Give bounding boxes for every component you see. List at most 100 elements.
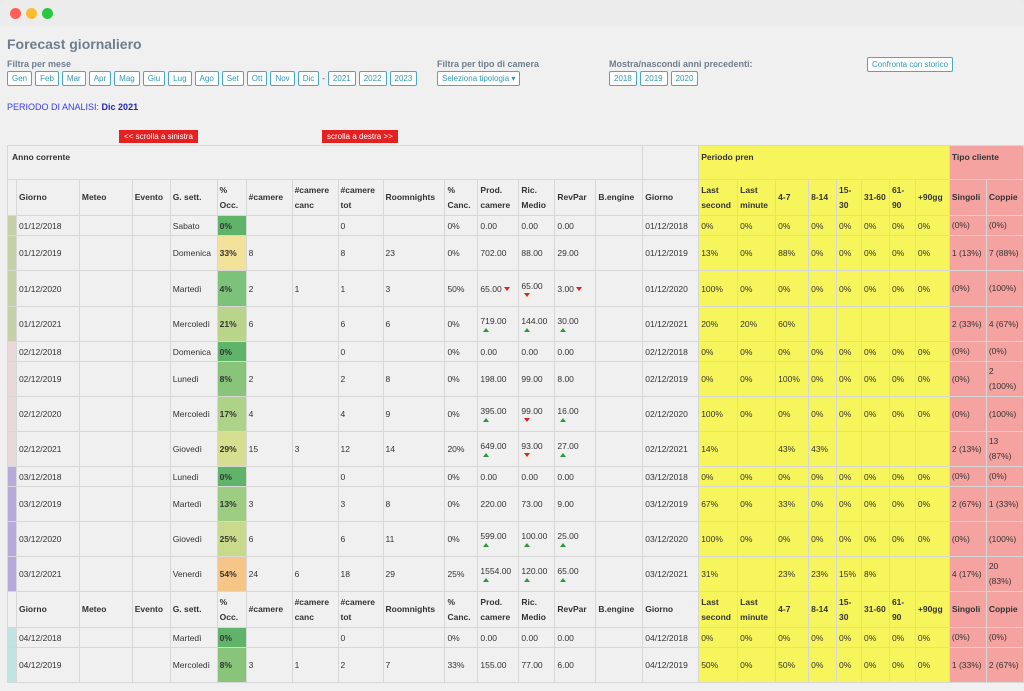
cell-weekday: Martedì xyxy=(169,627,218,648)
month-button-nov[interactable]: Nov xyxy=(270,71,295,86)
column-header-61-90: 61-90 xyxy=(888,591,916,628)
cell-rooms xyxy=(245,341,293,362)
year-button-2021[interactable]: 2021 xyxy=(327,71,356,86)
compare-history-button[interactable]: Confronta con storico xyxy=(867,57,954,72)
table-row[interactable]: 02/12/2018 Domenica 0% 0 0% 0.00 0.00 0.00 02/12… xyxy=(7,341,1024,362)
cell-couples: (100%) xyxy=(985,270,1024,307)
month-button-ago[interactable]: Ago xyxy=(194,71,219,86)
cell-rooms xyxy=(245,466,293,487)
cell-rooms-total: 6 xyxy=(337,306,384,342)
cell-4-7: 43% xyxy=(775,431,810,467)
cell-occupancy: 17% xyxy=(216,396,247,432)
cell-room-production-value: 599.00 xyxy=(480,531,507,541)
cell-cancel-percent: 25% xyxy=(444,556,479,592)
table-row[interactable]: 01/12/2018 Sabato 0% 0 0% 0.00 0.00 0.00 01/12/2… xyxy=(7,215,1024,236)
table-row[interactable]: 01/12/2020 Martedì 4% 2 1 1 3 50% 65.00 65.00 3.00… xyxy=(7,270,1024,307)
room-type-select[interactable]: Seleziona tipologia ▾ xyxy=(437,71,521,86)
cell-revpar-value: 0.00 xyxy=(557,220,574,231)
cell-weekday: Domenica xyxy=(169,235,218,271)
table-row[interactable]: 01/12/2021 Mercoledì 21% 6 6 6 0% 719.00 144.00 3… xyxy=(7,306,1024,342)
cell-15-30: 0% xyxy=(836,521,863,557)
analysis-period-value: Dic 2021 xyxy=(101,102,139,112)
month-button-dic[interactable]: Dic xyxy=(297,71,320,86)
cell-event xyxy=(131,235,171,271)
month-button-feb[interactable]: Feb xyxy=(35,71,59,86)
cell-room-production: 0.00 xyxy=(477,341,520,362)
table-row[interactable]: 04/12/2019 Mercoledì 8% 3 1 2 7 33% 155.00 77.00 6… xyxy=(7,647,1024,683)
cell-rooms-cancelled xyxy=(291,396,339,432)
month-button-set[interactable]: Set xyxy=(221,71,244,86)
cell-last-minute: 0% xyxy=(737,647,777,683)
cell-15-30: 0% xyxy=(836,396,863,432)
row-group-bar xyxy=(7,591,17,628)
cell-average-revenue: 77.00 xyxy=(518,647,556,683)
month-button-giu[interactable]: Giu xyxy=(142,71,166,86)
table-row[interactable]: 01/12/2019 Domenica 33% 8 8 23 0% 702.00 88.00 29… xyxy=(7,235,1024,271)
cell-last-second: 100% xyxy=(698,270,739,307)
cell-31-60: 0% xyxy=(861,215,890,236)
table-row[interactable]: 02/12/2020 Mercoledì 17% 4 4 9 0% 395.00 99.00 16… xyxy=(7,396,1024,432)
cell-rooms xyxy=(245,215,293,236)
previous-year-button-2019[interactable]: 2019 xyxy=(639,71,668,86)
column-header-coppie: Coppie xyxy=(985,591,1024,628)
row-group-bar xyxy=(7,215,17,236)
column-header-31-60: 31-60 xyxy=(861,591,890,628)
scroll-left-button[interactable]: << scrolla a sinistra xyxy=(119,130,198,143)
month-button-gen[interactable]: Gen xyxy=(7,71,33,86)
cell-weekday: Venerdì xyxy=(169,556,218,592)
cell-revpar: 0.00 xyxy=(554,341,597,362)
month-button-apr[interactable]: Apr xyxy=(88,71,112,86)
trend-down-icon xyxy=(575,287,582,292)
cell-weather xyxy=(78,215,133,236)
trend-up-icon xyxy=(483,453,490,457)
cell-room-production-value: 0.00 xyxy=(480,220,497,231)
cell-rooms: 4 xyxy=(245,396,293,432)
cell-revpar: 16.00 xyxy=(554,396,597,432)
table-row[interactable]: 04/12/2018 Martedì 0% 0 0% 0.00 0.00 0.00 04/12/… xyxy=(7,627,1024,648)
close-window-button[interactable] xyxy=(10,8,21,19)
cell-rooms-cancelled xyxy=(291,521,339,557)
cell-room-production: 599.00 xyxy=(477,521,520,557)
cell-room-production: 649.00 xyxy=(477,431,520,467)
column-header-evento: Evento xyxy=(131,591,171,628)
month-button-mag[interactable]: Mag xyxy=(114,71,140,86)
table-row[interactable]: 03/12/2020 Giovedì 25% 6 6 11 0% 599.00 100.00 25… xyxy=(7,521,1024,557)
previous-year-button-2018[interactable]: 2018 xyxy=(609,71,637,86)
analysis-period-label: PERIODO DI ANALISI: xyxy=(7,102,100,112)
cell-average-revenue: 93.00 xyxy=(518,431,556,467)
previous-year-button-2020[interactable]: 2020 xyxy=(670,71,699,86)
cell-rooms-total: 0 xyxy=(337,466,384,487)
cell-booking-engine xyxy=(595,235,644,271)
cell-date-2: 02/12/2019 xyxy=(642,361,700,397)
cell-61-90: 0% xyxy=(888,647,916,683)
cell-rooms: 15 xyxy=(245,431,293,467)
month-button-ott[interactable]: Ott xyxy=(246,71,268,86)
minimize-window-button[interactable] xyxy=(26,8,37,19)
month-button-mar[interactable]: Mar xyxy=(61,71,86,86)
table-row[interactable]: 03/12/2021 Venerdì 54% 24 6 18 29 25% 1554.00 120… xyxy=(7,556,1024,592)
cell-15-30: 15% xyxy=(836,556,863,592)
cell-average-revenue: 120.00 xyxy=(518,556,556,592)
column-header-last-second: Last second xyxy=(698,179,739,216)
year-button-2023[interactable]: 2023 xyxy=(389,71,418,86)
cell-4-7: 23% xyxy=(775,556,810,592)
table-row[interactable]: 02/12/2019 Lunedì 8% 2 2 8 0% 198.00 99.00 8.00 02… xyxy=(7,361,1024,397)
column-header-8-14: 8-14 xyxy=(808,179,838,216)
year-button-2022[interactable]: 2022 xyxy=(358,71,387,86)
cell-rooms-total: 1 xyxy=(337,270,384,307)
table-row[interactable]: 02/12/2021 Giovedì 29% 15 3 12 14 20% 649.00 93.0… xyxy=(7,431,1024,467)
cell-rooms-total: 8 xyxy=(337,235,384,271)
table-row[interactable]: 03/12/2018 Lunedì 0% 0 0% 0.00 0.00 0.00 03/12/2… xyxy=(7,466,1024,487)
cell-last-second: 0% xyxy=(698,466,739,487)
column-header-prod-camere: Prod. camere xyxy=(477,179,520,216)
scroll-right-button[interactable]: scrolla a destra >> xyxy=(322,130,398,143)
table-row[interactable]: 03/12/2019 Martedì 13% 3 3 8 0% 220.00 73.00 9.00… xyxy=(7,486,1024,522)
cell-61-90: 0% xyxy=(888,341,916,362)
cell-occupancy: 33% xyxy=(216,235,247,271)
cell-61-90: 0% xyxy=(888,235,916,271)
cell-date: 04/12/2018 xyxy=(15,627,80,648)
row-group-bar xyxy=(7,361,17,397)
maximize-window-button[interactable] xyxy=(42,8,53,19)
month-button-lug[interactable]: Lug xyxy=(168,71,192,86)
cell-weekday: Lunedì xyxy=(169,466,218,487)
